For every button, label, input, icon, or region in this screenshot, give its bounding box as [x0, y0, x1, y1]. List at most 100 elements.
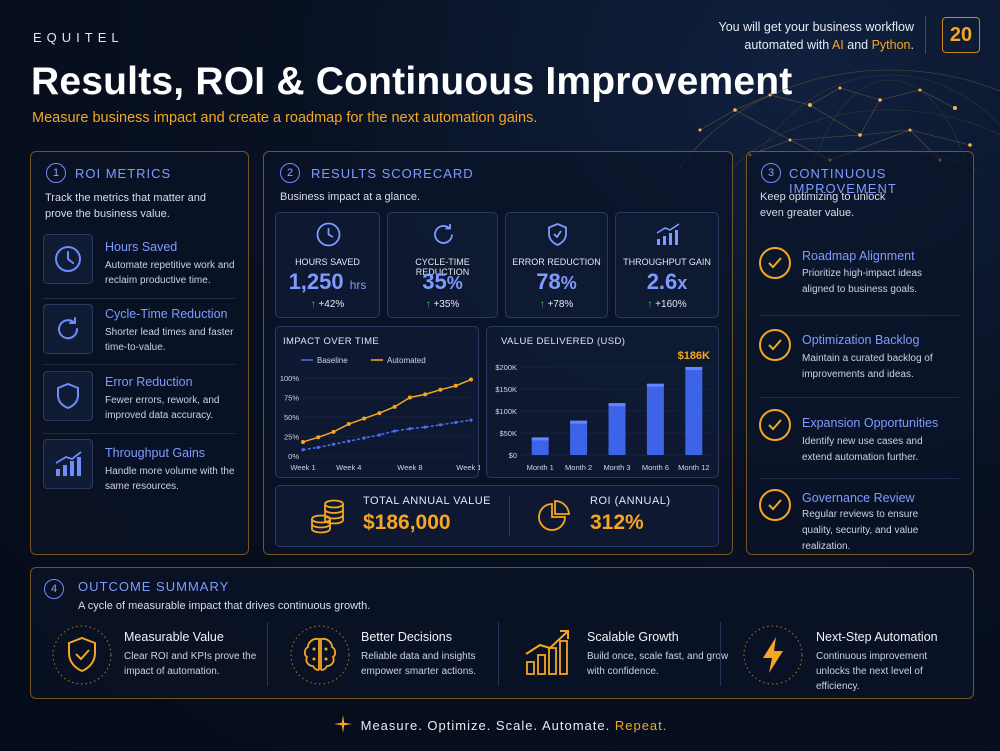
y-tick-label: $150K — [495, 385, 517, 394]
y-tick-label: 0% — [288, 452, 299, 461]
divider — [759, 478, 959, 479]
kpi-value: 78% — [536, 269, 577, 294]
clock-icon — [316, 222, 341, 247]
x-tick-label: Month 3 — [603, 463, 630, 472]
panel-description: Business impact at a glance. — [280, 191, 421, 203]
section-number: 3 — [761, 163, 781, 183]
x-tick-label: Week 1 — [290, 463, 315, 472]
total-annual-value: $186,000 — [363, 511, 451, 534]
summary-divider — [509, 496, 510, 536]
data-point — [377, 411, 382, 416]
data-point — [438, 387, 443, 392]
bar-highlight — [608, 403, 626, 407]
sparkle-icon — [333, 715, 352, 733]
improvement-item-title: Optimization Backlog — [802, 333, 920, 347]
data-point — [393, 429, 397, 433]
metric-description: Handle more volume with the same resourc… — [105, 466, 235, 492]
legend-label: Automated — [387, 356, 426, 365]
page-subtitle: Measure business impact and create a roa… — [32, 110, 538, 126]
y-tick-label: $200K — [495, 363, 517, 372]
panel-description: Track the metrics that matter and prove … — [45, 192, 206, 220]
vertical-divider — [498, 622, 499, 686]
roi-label: ROI (ANNUAL) — [590, 495, 671, 507]
y-tick-label: $100K — [495, 407, 517, 416]
metric-title: Error Reduction — [105, 375, 193, 389]
bar-highlight — [685, 367, 703, 370]
outcome-item-title: Measurable Value — [124, 630, 224, 644]
outcome-item-description: Build once, scale fast, and grow with co… — [587, 651, 729, 677]
kpi-change: ↑ +35% — [425, 299, 460, 310]
bar-annotation: $186K — [678, 350, 710, 362]
section-number: 1 — [46, 163, 66, 183]
line-chart-svg: Baseline Automated 0% 25% 50% 75% 100% Week 1 We… — [280, 356, 480, 472]
coins-icon — [311, 499, 344, 534]
x-tick-label: Week 8 — [397, 463, 422, 472]
annual-summary-box: TOTAL ANNUAL VALUE $186,000 ROI (ANNUAL)… — [275, 485, 719, 547]
divider — [43, 364, 235, 365]
section-number: 2 — [280, 163, 300, 183]
series-line — [302, 419, 472, 451]
roi-value: 312% — [590, 511, 644, 534]
data-point — [377, 433, 381, 437]
divider — [759, 397, 959, 398]
y-tick-label: 25% — [284, 433, 299, 442]
metric-description: Fewer errors, rework, and improved data … — [105, 395, 220, 421]
kpi-value: 1,250 hrs — [288, 269, 367, 294]
bar-highlight — [646, 383, 664, 387]
data-point — [423, 392, 428, 397]
page-number-badge: 20 — [942, 17, 980, 53]
bar-highlight — [570, 420, 588, 424]
footer-tagline: Measure. Optimize. Scale. Automate. Repe… — [0, 714, 1000, 734]
y-tick-label: 100% — [280, 374, 300, 383]
metric-title: Hours Saved — [105, 240, 178, 254]
bar — [531, 437, 549, 455]
pie-chart-icon — [538, 500, 570, 531]
improvement-item-description: Prioritize high-impact ideas aligned to … — [802, 268, 923, 295]
kpi-value: 35% — [422, 269, 463, 294]
x-tick-label: Week 4 — [336, 463, 361, 472]
data-point — [331, 429, 336, 434]
x-tick-label: Month 12 — [678, 463, 709, 472]
data-point — [301, 448, 305, 452]
total-annual-label: TOTAL ANNUAL VALUE — [363, 495, 492, 507]
bar-growth-icon — [656, 223, 680, 245]
refresh-icon — [434, 224, 453, 244]
panel-title: OUTCOME SUMMARY — [78, 579, 230, 594]
growth-chart-icon — [43, 439, 93, 489]
shield-check-icon — [548, 223, 567, 246]
data-point — [331, 442, 336, 446]
tagline: You will get your business workflow auto… — [654, 18, 914, 54]
page-title: Results, ROI & Continuous Improvement — [31, 60, 793, 103]
panel-description: Keep optimizing to unlock even greater v… — [760, 191, 886, 219]
panel-title: RESULTS SCORECARD — [311, 166, 474, 181]
continuous-improvement-panel: 3 CONTINUOUS IMPROVEMENT Keep optimizing… — [746, 151, 974, 555]
kpi-label: THROUGHPUT GAIN — [623, 257, 711, 267]
outcome-item-description: Reliable data and insights empower smart… — [361, 651, 477, 677]
data-point — [346, 422, 351, 427]
y-tick-label: $50K — [499, 429, 517, 438]
bar — [646, 383, 664, 455]
section-number: 4 — [44, 579, 64, 599]
improvement-item-title: Roadmap Alignment — [802, 249, 915, 263]
data-point — [423, 425, 427, 429]
x-tick-label: Week 12 — [456, 463, 480, 472]
improvement-item-title: Expansion Opportunities — [802, 416, 939, 430]
metric-title: Cycle-Time Reduction — [105, 307, 228, 321]
improvement-item-title: Governance Review — [802, 491, 915, 505]
refresh-icon — [43, 304, 93, 354]
series-line — [302, 378, 472, 443]
roi-metrics-panel: 1 ROI METRICS Track the metrics that mat… — [30, 151, 249, 555]
metric-description: Shorter lead times and faster time-to-va… — [105, 327, 234, 353]
data-point — [347, 439, 351, 443]
improvement-item-description: Identify new use cases and extend automa… — [802, 436, 923, 463]
footer-text: Measure. Optimize. Scale. Automate. — [360, 718, 611, 733]
panel-title: ROI METRICS — [75, 166, 172, 181]
data-point — [408, 427, 412, 431]
data-point — [362, 436, 366, 440]
chart-title: VALUE DELIVERED (USD) — [501, 336, 626, 347]
data-point — [392, 404, 397, 409]
outcome-summary-panel: 4 OUTCOME SUMMARY A cycle of measurable … — [30, 567, 974, 699]
value-delivered-chart: VALUE DELIVERED (USD) $0 $50K $100K $150K $2… — [486, 326, 719, 478]
bar — [685, 367, 703, 455]
divider — [759, 315, 959, 316]
